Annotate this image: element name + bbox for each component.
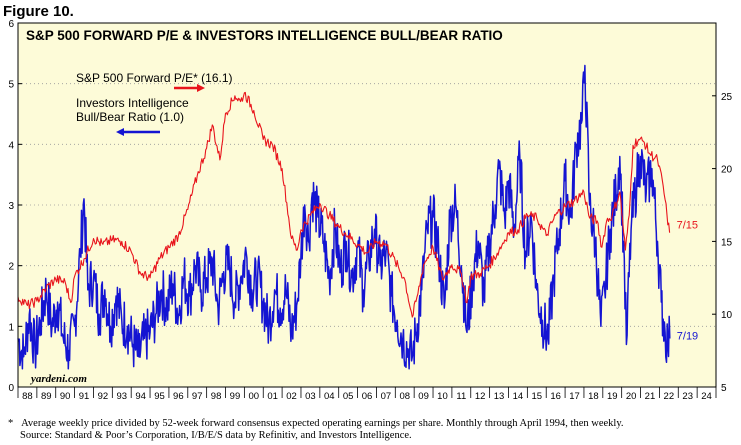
- y-right-tick-label: 20: [721, 165, 733, 176]
- y-left-tick-label: 2: [8, 262, 14, 273]
- chart-title: S&P 500 FORWARD P/E & INVESTORS INTELLIG…: [26, 28, 503, 43]
- series-line: [17, 64, 671, 370]
- series-layer: [17, 64, 671, 370]
- y-left-tick-label: 6: [8, 19, 14, 30]
- y-left-tick-label: 4: [8, 140, 14, 151]
- x-tick-label: 91: [79, 391, 90, 402]
- x-tick-label: 88: [22, 391, 33, 402]
- x-tick-label: 21: [645, 391, 656, 402]
- y-left-tick-label: 0: [8, 383, 14, 394]
- x-tick-label: 98: [211, 391, 222, 402]
- x-tick-label: 94: [135, 391, 146, 402]
- x-tick-label: 11: [456, 391, 466, 402]
- x-tick-label: 20: [626, 391, 637, 402]
- arrow-head: [116, 128, 124, 136]
- end-label-bull-bear: 7/19: [677, 330, 698, 342]
- x-tick-label: 17: [569, 391, 580, 402]
- y-left-tick-label: 3: [8, 201, 14, 212]
- x-tick-label: 10: [437, 391, 448, 402]
- x-tick-label: 24: [701, 391, 712, 402]
- x-tick-label: 99: [230, 391, 241, 402]
- x-tick-label: 12: [475, 391, 486, 402]
- x-tick-label: 18: [588, 391, 599, 402]
- y-right-tick-label: 5: [721, 383, 727, 394]
- x-tick-label: 13: [494, 391, 505, 402]
- x-tick-label: 93: [116, 391, 127, 402]
- y-left-tick-label: 5: [8, 80, 14, 91]
- x-tick-label: 02: [286, 391, 297, 402]
- series-line: [17, 91, 671, 318]
- x-tick-label: 16: [550, 391, 561, 402]
- footnote-line-1: * Average weekly price divided by 52-wee…: [8, 418, 624, 429]
- x-tick-label: 22: [664, 391, 675, 402]
- x-tick-label: 03: [305, 391, 316, 402]
- y-right-tick-label: 15: [721, 237, 733, 248]
- x-tick-label: 07: [381, 391, 392, 402]
- x-tick-label: 15: [531, 391, 542, 402]
- x-tick-label: 08: [399, 391, 410, 402]
- x-tick-label: 97: [192, 391, 203, 402]
- legend-forward-pe: S&P 500 Forward P/E* (16.1): [76, 71, 233, 85]
- end-label-forward-pe: 7/15: [677, 220, 698, 232]
- x-tick-label: 00: [249, 391, 260, 402]
- footnote-marker: *: [8, 418, 14, 429]
- arrow-head: [197, 84, 205, 92]
- right-arrow-icon: [174, 84, 205, 92]
- x-tick-label: 96: [173, 391, 184, 402]
- y-left-tick-label: 1: [8, 322, 14, 333]
- x-tick-label: 01: [267, 391, 278, 402]
- x-tick-label: 90: [60, 391, 71, 402]
- footnote-line-2: Source: Standard & Poor’s Corporation, I…: [20, 430, 412, 441]
- x-tick-label: 09: [418, 391, 429, 402]
- x-tick-label: 23: [682, 391, 693, 402]
- x-tick-label: 06: [362, 391, 373, 402]
- figure-label: Figure 10.: [3, 3, 74, 20]
- x-tick-label: 19: [607, 391, 618, 402]
- x-tick-label: 95: [154, 391, 165, 402]
- x-tick-label: 05: [343, 391, 354, 402]
- legend-bull-bear-ratio: Investors Intelligence Bull/Bear Ratio (…: [76, 96, 192, 124]
- x-tick-label: 14: [513, 391, 524, 402]
- watermark: yardeni.com: [29, 373, 87, 385]
- y-right-tick-label: 25: [721, 92, 733, 103]
- footnote-text-1: Average weekly price divided by 52-week …: [21, 418, 624, 429]
- x-tick-label: 92: [98, 391, 109, 402]
- x-tick-label: 04: [324, 391, 335, 402]
- x-tick-label: 89: [41, 391, 52, 402]
- left-arrow-icon: [116, 128, 160, 136]
- y-right-tick-label: 10: [721, 310, 733, 321]
